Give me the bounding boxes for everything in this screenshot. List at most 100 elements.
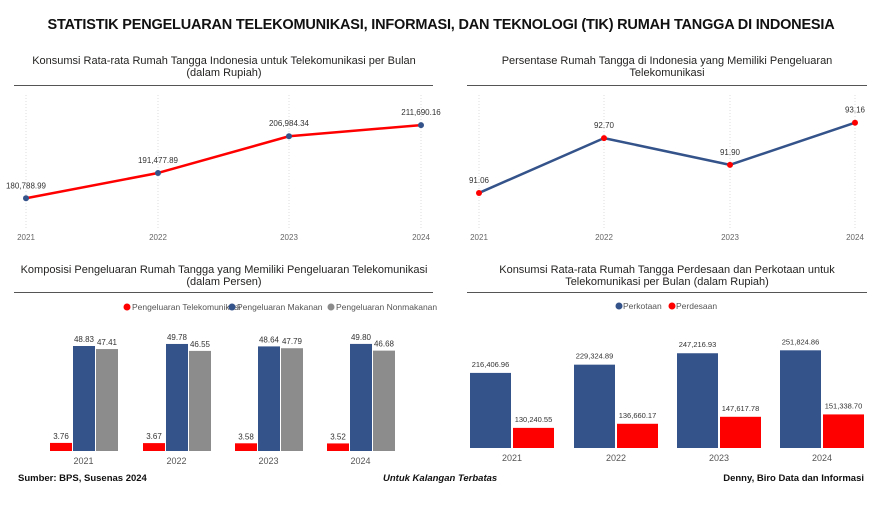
chart4-bar-label-2024-1: 151,338.70 [825, 401, 863, 410]
chart4-title: Konsumsi Rata-rata Rumah Tangga Perdesaa… [467, 264, 867, 288]
chart3-legend-marker-1 [228, 303, 236, 311]
chart4-bar-label-2024-0: 251,824.86 [782, 337, 820, 346]
chart3-bar-2021-1 [73, 346, 95, 451]
chart2-title-line2: Telekomunikasi [629, 67, 705, 79]
footer-author: Denny, Biro Data dan Informasi [723, 473, 864, 484]
chart3-x-tick-2024: 2024 [350, 456, 370, 466]
chart4-bar-2021-0 [470, 372, 511, 448]
chart1-x-tick-2023: 2023 [280, 233, 298, 242]
chart4-legend-label-1: Perdesaan [676, 301, 717, 311]
chart3-legend-label-0: Pengeluaran Telekomunikasi [132, 302, 241, 312]
chart4-bar-label-2021-0: 216,406.96 [472, 360, 510, 369]
chart1-point-2022 [155, 169, 161, 176]
chart4-bar-label-2022-1: 136,660.17 [619, 411, 657, 420]
chart4-bar-label-2023-0: 247,216.93 [679, 340, 717, 349]
chart3-bar-label-2023-2: 47.79 [282, 337, 303, 346]
chart2-title-line1: Persentase Rumah Tangga di Indonesia yan… [501, 55, 833, 67]
chart4-bar-2024-1 [823, 414, 864, 448]
chart2-data-label-2023: 91.90 [720, 148, 741, 157]
chart1-point-2024 [418, 122, 424, 129]
chart3-x-tick-2023: 2023 [258, 456, 278, 466]
chart3-x-tick-2021: 2021 [73, 456, 93, 466]
chart3-bar-2023-1 [258, 346, 280, 451]
chart1-x-tick-2021: 2021 [17, 233, 35, 242]
chart2-x-tick-2022: 2022 [595, 233, 613, 242]
chart1-series-line [25, 123, 422, 200]
chart1-divider [14, 85, 433, 86]
chart1-data-label-2023: 206,984.34 [269, 119, 310, 128]
chart3-bar-label-2023-1: 48.64 [259, 335, 280, 344]
chart4-legend-label-0: Perkotaan [623, 301, 662, 311]
chart4-bar-2024-0 [780, 350, 821, 448]
chart3-legend-marker-2 [327, 303, 335, 311]
chart1-point-2023 [286, 133, 292, 140]
chart2-point-2024 [852, 119, 858, 126]
chart3-bar-2024-1 [350, 343, 372, 451]
chart3-bar-label-2024-1: 49.80 [351, 333, 372, 342]
chart1-x-tick-2022: 2022 [149, 233, 167, 242]
chart4-bar-2022-1 [617, 423, 658, 448]
chart4-bar-2021-1 [513, 427, 554, 448]
chart4-bar-label-2021-1: 130,240.55 [515, 415, 553, 424]
chart3-bar-2021-2 [96, 349, 118, 451]
chart2-x-tick-2024: 2024 [846, 233, 864, 242]
chart3-divider [14, 292, 433, 293]
chart2-data-label-2024: 93.16 [845, 106, 866, 115]
chart3-title-line2: (dalam Persen) [186, 276, 262, 288]
chart2-point-2021 [476, 189, 482, 196]
chart3-legend-marker-0 [123, 303, 131, 311]
chart3-bar-label-2021-2: 47.41 [97, 338, 118, 347]
chart2-point-2023 [727, 161, 733, 168]
chart1-point-2021 [23, 195, 29, 202]
chart3-bar-label-2023-0: 3.58 [238, 432, 254, 441]
chart3-bar-label-2024-0: 3.52 [330, 432, 346, 441]
chart2-point-2022 [601, 135, 607, 142]
chart3-title-line1: Komposisi Pengeluaran Rumah Tangga yang … [20, 264, 428, 276]
chart2-x-tick-2021: 2021 [470, 233, 488, 242]
chart4-x-tick-2024: 2024 [812, 453, 832, 463]
chart2-x-tick-2023: 2023 [721, 233, 739, 242]
chart1-data-label-2024: 211,690.16 [401, 108, 441, 117]
dashboard-title: STATISTIK PENGELUARAN TELEKOMUNIKASI, IN… [47, 17, 835, 33]
chart4-x-tick-2021: 2021 [502, 453, 522, 463]
chart3-bar-2024-0 [327, 443, 349, 451]
chart4-title-line2: Telekomunikasi per Bulan (dalam Rupiah) [565, 276, 769, 288]
chart3-bar-label-2024-2: 46.68 [374, 340, 395, 349]
chart3-bar-2022-1 [166, 343, 188, 451]
chart3-bar-2023-2 [281, 348, 303, 451]
chart4-bar-label-2022-0: 229,324.89 [576, 352, 614, 361]
chart1-title-line1: Konsumsi Rata-rata Rumah Tangga Indonesi… [32, 55, 416, 67]
chart4-bar-label-2023-1: 147,617.78 [722, 404, 760, 413]
chart3-bar-2024-2 [373, 350, 395, 451]
chart3-bar-label-2022-1: 49.78 [167, 333, 188, 342]
chart1-x-tick-2024: 2024 [412, 233, 430, 242]
chart4-bar-2023-1 [720, 416, 761, 448]
chart4-bar-2023-0 [677, 353, 718, 448]
chart3-bar-label-2022-0: 3.67 [146, 432, 162, 441]
chart3-title: Komposisi Pengeluaran Rumah Tangga yang … [14, 264, 434, 288]
chart2-data-label-2021: 91.06 [469, 176, 490, 185]
chart4-legend-marker-0 [615, 302, 623, 310]
chart3-bar-label-2021-0: 3.76 [53, 432, 69, 441]
chart4-bar-2022-0 [574, 364, 615, 448]
chart1-data-label-2022: 191,477.89 [138, 156, 179, 165]
footer-note: Untuk Kalangan Terbatas [383, 473, 498, 484]
chart2-data-label-2022: 92.70 [594, 121, 615, 130]
chart3-bar-2023-0 [235, 443, 257, 451]
chart4-x-tick-2023: 2023 [709, 453, 729, 463]
chart4-title-line1: Konsumsi Rata-rata Rumah Tangga Perdesaa… [499, 264, 835, 276]
chart4-divider [467, 292, 867, 293]
chart1-title-line2: (dalam Rupiah) [186, 67, 262, 79]
chart2-divider [467, 85, 867, 86]
chart2-title: Persentase Rumah Tangga di Indonesia yan… [467, 55, 867, 79]
chart3-x-tick-2022: 2022 [166, 456, 186, 466]
chart1-title: Konsumsi Rata-rata Rumah Tangga Indonesi… [14, 55, 434, 79]
chart3-legend-label-1: Pengeluaran Makanan [237, 302, 323, 312]
chart3-legend-label-2: Pengeluaran Nonmakanan [336, 302, 437, 312]
chart3-bar-label-2021-1: 48.83 [74, 335, 95, 344]
chart1-data-label-2021: 180,788.99 [6, 181, 47, 190]
chart3-bar-2022-2 [189, 350, 211, 451]
chart3-bar-2021-0 [50, 442, 72, 451]
chart3-bar-label-2022-2: 46.55 [190, 340, 211, 349]
footer-source: Sumber: BPS, Susenas 2024 [18, 473, 147, 484]
